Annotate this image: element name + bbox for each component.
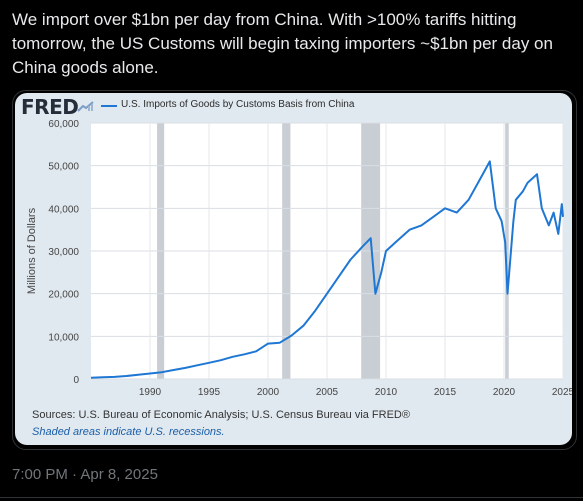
- fred-chart-mark-icon: [77, 101, 94, 112]
- y-tick-label: 30,000: [48, 247, 79, 258]
- y-tick-label: 20,000: [48, 290, 79, 301]
- y-tick-label: 0: [73, 375, 79, 386]
- y-axis-label: Millions of Dollars: [26, 207, 38, 294]
- y-tick-label: 10,000: [48, 332, 79, 343]
- tweet-text: We import over $1bn per day from China. …: [12, 8, 574, 80]
- source-text: Sources: U.S. Bureau of Economic Analysi…: [32, 409, 410, 421]
- x-tick-label: 1990: [139, 387, 162, 398]
- tweet-text-line: tomorrow, the US Customs will begin taxi…: [12, 34, 553, 53]
- line-chart: 0 10,000 20,000 30,000 40,000 50,000 60,000 199…: [26, 119, 572, 398]
- y-tick-label: 50,000: [48, 162, 79, 173]
- tweet-timestamp[interactable]: 7:00 PM · Apr 8, 2025: [12, 466, 158, 483]
- tweet-text-line: China goods alone.: [12, 58, 159, 77]
- recession-note: Shaded areas indicate U.S. recessions.: [32, 426, 225, 438]
- legend-line-swatch: [101, 105, 117, 107]
- x-tick-label: 2015: [434, 387, 457, 398]
- divider: [0, 497, 583, 498]
- fred-logo: FRED: [21, 95, 79, 119]
- tweet-media[interactable]: FRED U.S. Imports of Goods by Customs Ba…: [12, 90, 577, 450]
- legend-series-label: U.S. Imports of Goods by Customs Basis f…: [121, 99, 355, 110]
- y-tick-label: 60,000: [48, 119, 79, 130]
- tweet-text-line: We import over $1bn per day from China. …: [12, 10, 517, 29]
- fred-chart-card: FRED U.S. Imports of Goods by Customs Ba…: [15, 93, 572, 445]
- fred-header: FRED U.S. Imports of Goods by Customs Ba…: [15, 93, 572, 121]
- x-tick-label: 2005: [316, 387, 339, 398]
- series-line: [90, 160, 564, 379]
- y-tick-label: 40,000: [48, 204, 79, 215]
- x-tick-label: 2020: [493, 387, 516, 398]
- x-tick-label: 1995: [198, 387, 221, 398]
- x-tick-label: 2000: [257, 387, 280, 398]
- x-tick-label: 2025: [552, 387, 572, 398]
- x-tick-label: 2010: [375, 387, 398, 398]
